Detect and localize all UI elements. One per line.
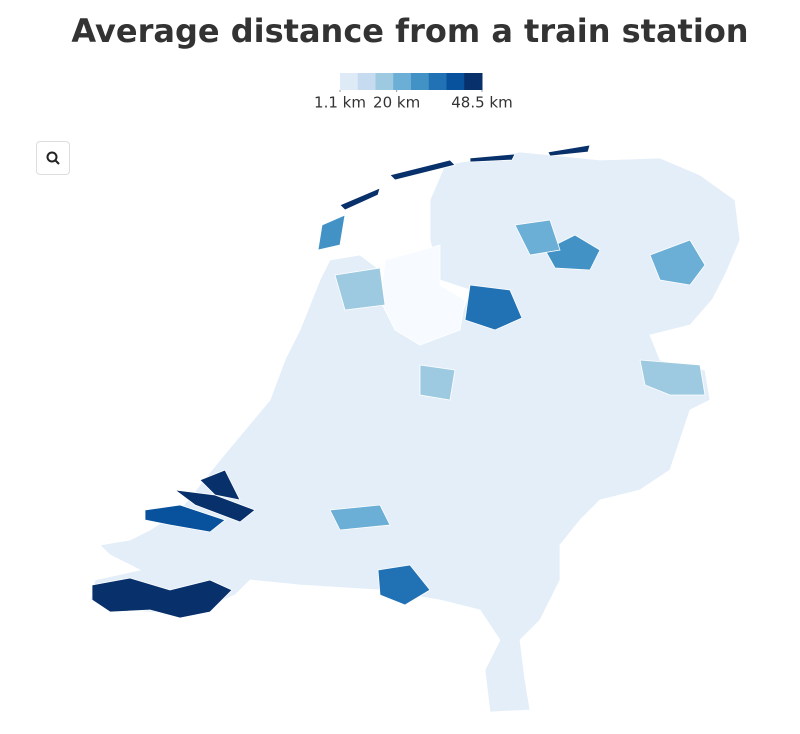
legend-swatch (464, 73, 483, 90)
lake (379, 244, 466, 346)
region (173, 489, 256, 523)
legend-swatch (357, 73, 376, 90)
region (199, 469, 241, 501)
region (514, 219, 561, 256)
land (89, 151, 741, 713)
region (544, 234, 601, 271)
region (464, 284, 523, 331)
legend-label: 1.1 km (314, 94, 366, 112)
legend-swatch (393, 73, 412, 90)
region (649, 239, 706, 286)
legend: 1.1 km 20 km 48.5 km (314, 73, 513, 112)
region (377, 564, 431, 606)
legend-swatch (446, 73, 465, 90)
search-button[interactable] (36, 141, 70, 175)
region (144, 504, 226, 533)
region (639, 359, 706, 396)
island (317, 214, 346, 251)
island (469, 153, 516, 163)
search-icon (46, 151, 60, 165)
legend-swatch (411, 73, 430, 90)
island (547, 144, 591, 157)
map (89, 144, 741, 713)
island (389, 159, 456, 181)
legend-label: 48.5 km (451, 94, 512, 112)
legend-label: 20 km (373, 94, 420, 112)
region (334, 267, 386, 311)
legend-swatch (428, 73, 447, 90)
legend-swatch (340, 73, 359, 90)
legend-swatch (375, 73, 394, 90)
island (339, 187, 381, 211)
region (329, 504, 391, 531)
chart-title: Average distance from a train station (71, 12, 748, 50)
region (91, 577, 233, 619)
region (419, 364, 456, 401)
